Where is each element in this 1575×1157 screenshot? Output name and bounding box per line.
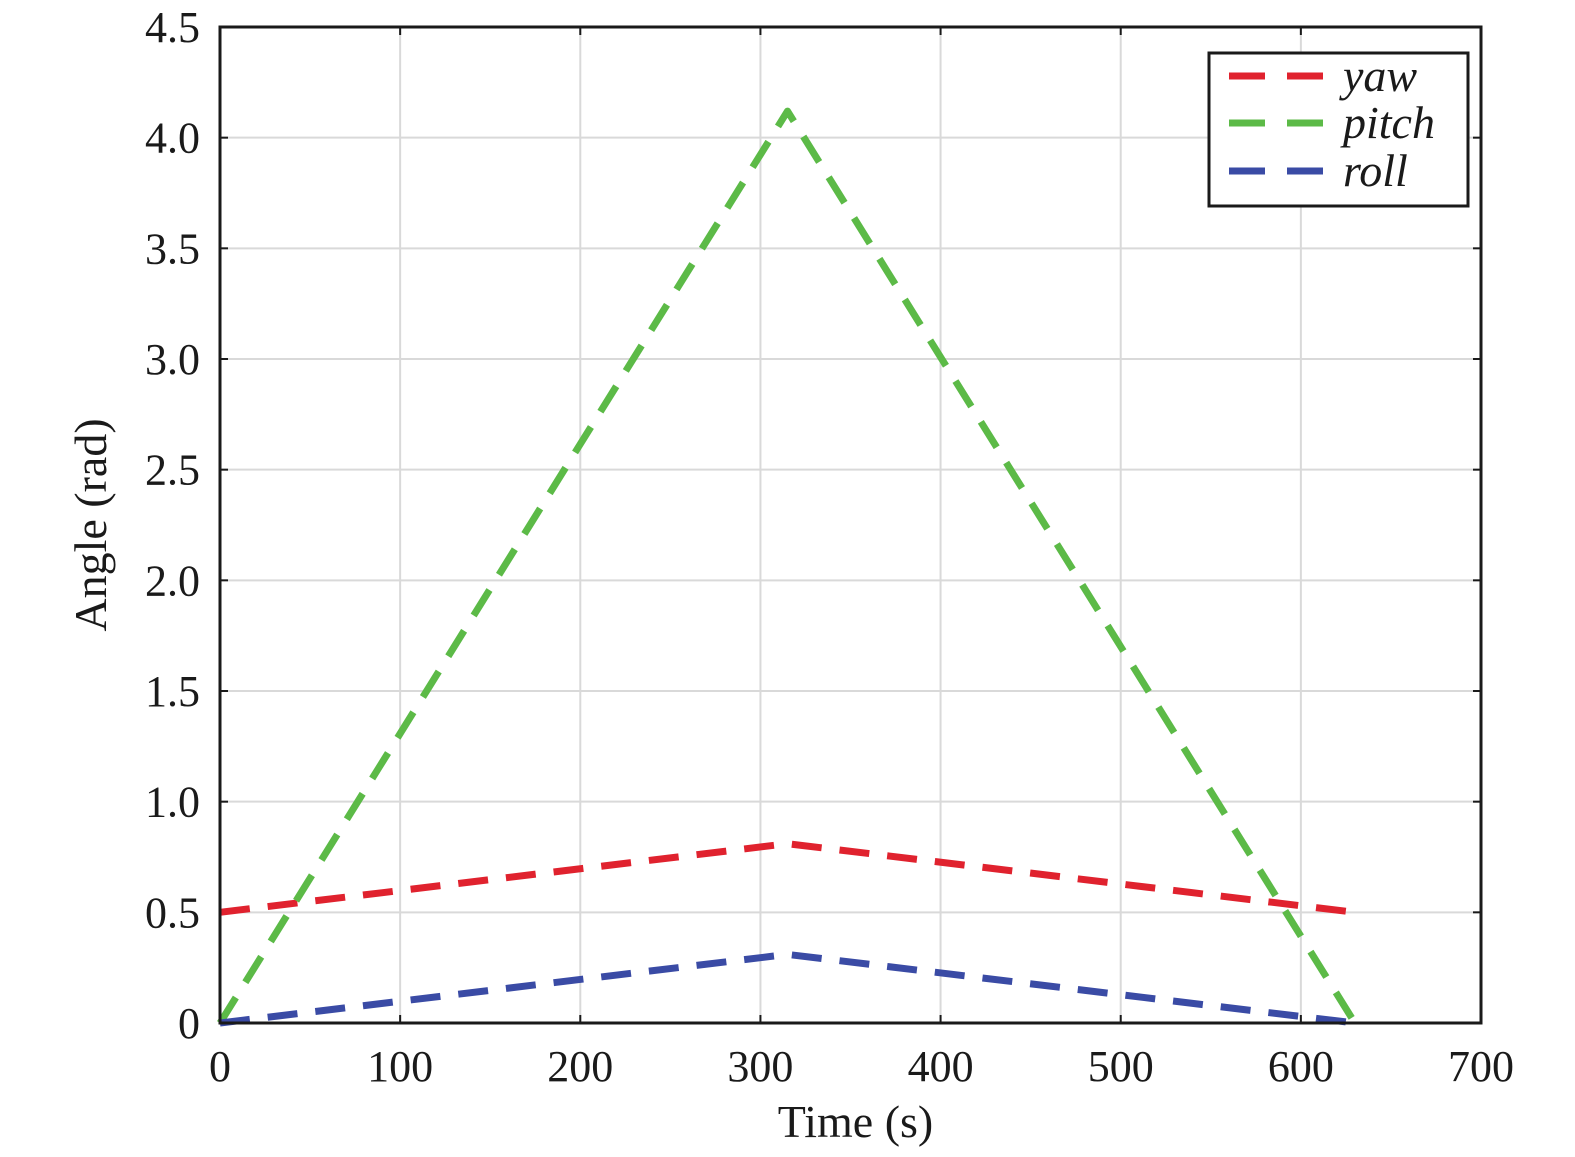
legend-label-roll: roll — [1343, 145, 1408, 196]
x-tick-label: 0 — [209, 1042, 231, 1091]
y-tick-label: 1.5 — [145, 667, 200, 716]
x-tick-label: 300 — [727, 1042, 793, 1091]
y-axis-title: Angle (rad) — [65, 418, 116, 631]
y-axis-tick-labels: 0 0.5 1.0 1.5 2.0 2.5 3.0 3.5 4.0 4.5 — [145, 3, 200, 1048]
x-tick-label: 600 — [1268, 1042, 1334, 1091]
x-tick-label: 500 — [1088, 1042, 1154, 1091]
series-line-yaw — [219, 840, 1356, 916]
series-line-pitch — [217, 107, 1358, 1025]
x-axis-tick-labels: 0 100 200 300 400 500 600 700 — [209, 1042, 1514, 1091]
x-tick-label: 700 — [1448, 1042, 1514, 1091]
y-tick-label: 0 — [178, 999, 200, 1048]
y-tick-label: 4.5 — [145, 3, 200, 52]
y-tick-label: 4.0 — [145, 114, 200, 163]
x-tick-label: 400 — [908, 1042, 974, 1091]
y-tick-label: 1.0 — [145, 778, 200, 827]
legend-label-yaw: yaw — [1339, 50, 1417, 101]
series-line-roll — [219, 950, 1356, 1027]
legend-label-pitch: pitch — [1340, 97, 1435, 148]
y-tick-label: 2.0 — [145, 556, 200, 605]
x-tick-label: 200 — [547, 1042, 613, 1091]
y-tick-label: 3.5 — [145, 224, 200, 273]
plot-area-frame — [218, 25, 1483, 1025]
x-axis-title: Time (s) — [778, 1096, 934, 1147]
x-tick-label: 100 — [367, 1042, 433, 1091]
y-tick-label: 2.5 — [145, 446, 200, 495]
y-tick-label: 0.5 — [145, 888, 200, 937]
series-lines — [217, 107, 1358, 1027]
y-tick-label: 3.0 — [145, 335, 200, 384]
